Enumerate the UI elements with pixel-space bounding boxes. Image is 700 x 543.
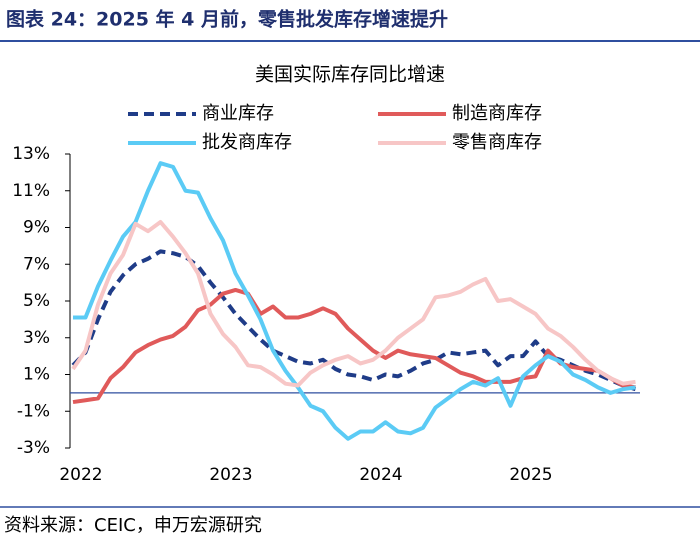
y-tick-label: 7% xyxy=(23,254,50,274)
source: 资料来源：CEIC，申万宏源研究 xyxy=(4,515,262,536)
x-tick-label: 2025 xyxy=(509,465,552,485)
y-tick-label: 1% xyxy=(23,365,50,385)
header-title: 图表 24：2025 年 4 月前，零售批发库存增速提升 xyxy=(6,8,448,31)
legend-label: 批发商库存 xyxy=(202,132,292,153)
legend-label: 商业库存 xyxy=(202,103,274,124)
y-tick-label: -1% xyxy=(17,401,50,421)
series-line xyxy=(72,287,636,405)
y-tick-label: 9% xyxy=(23,218,50,238)
series-line xyxy=(71,249,637,392)
series-line xyxy=(73,161,636,441)
y-tick-label: -3% xyxy=(17,438,50,458)
series-line xyxy=(71,219,636,388)
legend-label: 制造商库存 xyxy=(452,103,542,124)
y-tick-label: 3% xyxy=(23,328,50,348)
x-tick-label: 2022 xyxy=(59,465,102,485)
x-tick-label: 2024 xyxy=(359,465,402,485)
y-tick-label: 13% xyxy=(12,144,50,164)
y-tick-label: 5% xyxy=(23,291,50,311)
chart-title: 美国实际库存同比增速 xyxy=(255,64,445,86)
legend-label: 零售商库存 xyxy=(452,132,542,153)
y-tick-label: 11% xyxy=(12,181,50,201)
x-tick-label: 2023 xyxy=(209,465,252,485)
